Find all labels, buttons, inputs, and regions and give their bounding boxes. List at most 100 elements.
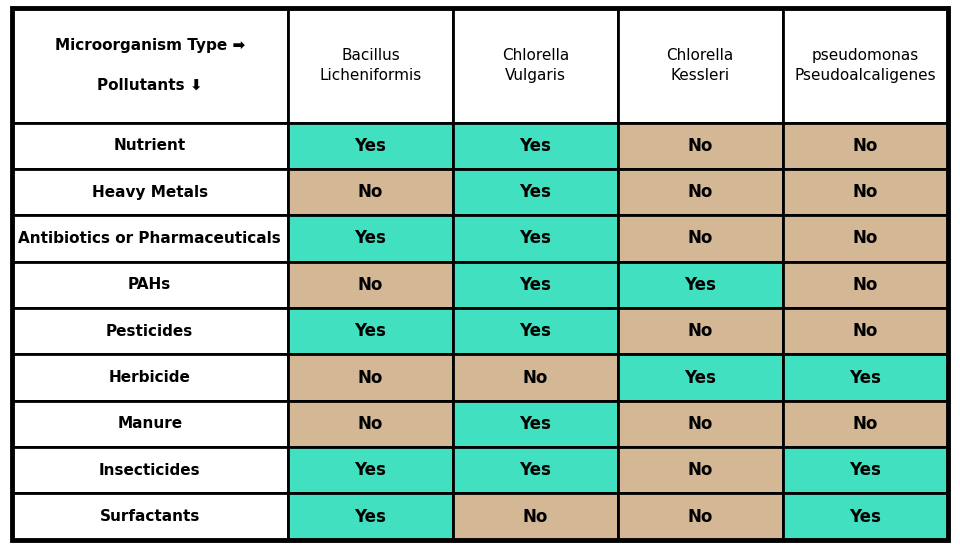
Bar bbox=[453, 401, 617, 447]
Bar bbox=[617, 8, 782, 123]
Text: Yes: Yes bbox=[850, 507, 881, 526]
Text: No: No bbox=[687, 136, 713, 155]
Text: Yes: Yes bbox=[519, 136, 551, 155]
Bar bbox=[782, 308, 948, 355]
Text: No: No bbox=[852, 183, 878, 201]
Bar bbox=[453, 169, 617, 215]
Text: No: No bbox=[522, 507, 548, 526]
Text: Yes: Yes bbox=[354, 461, 386, 480]
Text: Antibiotics or Pharmaceuticals: Antibiotics or Pharmaceuticals bbox=[18, 231, 281, 246]
Bar bbox=[288, 123, 453, 169]
Bar bbox=[782, 261, 948, 308]
Text: No: No bbox=[358, 368, 383, 386]
Bar bbox=[453, 308, 617, 355]
Text: No: No bbox=[687, 461, 713, 480]
Bar bbox=[453, 355, 617, 401]
Bar bbox=[288, 355, 453, 401]
Text: Herbicide: Herbicide bbox=[108, 370, 191, 385]
Bar bbox=[617, 308, 782, 355]
Text: No: No bbox=[358, 276, 383, 294]
Bar bbox=[12, 261, 288, 308]
Text: Yes: Yes bbox=[519, 322, 551, 340]
Bar bbox=[782, 447, 948, 493]
Bar bbox=[288, 493, 453, 540]
Text: Pesticides: Pesticides bbox=[107, 324, 193, 339]
Bar bbox=[288, 308, 453, 355]
Bar bbox=[453, 123, 617, 169]
Text: Yes: Yes bbox=[850, 368, 881, 386]
Bar bbox=[782, 8, 948, 123]
Text: Surfactants: Surfactants bbox=[100, 509, 200, 524]
Text: pseudomonas
Pseudoalcaligenes: pseudomonas Pseudoalcaligenes bbox=[795, 48, 936, 83]
Text: Yes: Yes bbox=[354, 322, 386, 340]
Bar bbox=[288, 215, 453, 261]
Bar bbox=[617, 123, 782, 169]
Bar bbox=[782, 169, 948, 215]
Bar bbox=[12, 169, 288, 215]
Bar bbox=[617, 215, 782, 261]
Text: No: No bbox=[852, 415, 878, 433]
Text: No: No bbox=[358, 415, 383, 433]
Text: Manure: Manure bbox=[117, 416, 182, 431]
Bar bbox=[12, 215, 288, 261]
Bar bbox=[782, 401, 948, 447]
Text: No: No bbox=[687, 230, 713, 247]
Text: Insecticides: Insecticides bbox=[99, 463, 201, 478]
Text: No: No bbox=[522, 368, 548, 386]
Bar bbox=[453, 261, 617, 308]
Text: Yes: Yes bbox=[519, 230, 551, 247]
Bar bbox=[782, 355, 948, 401]
Text: Yes: Yes bbox=[519, 183, 551, 201]
Text: Yes: Yes bbox=[519, 461, 551, 480]
Text: Yes: Yes bbox=[850, 461, 881, 480]
Text: No: No bbox=[852, 136, 878, 155]
Bar bbox=[617, 169, 782, 215]
Text: Bacillus
Licheniformis: Bacillus Licheniformis bbox=[320, 48, 421, 83]
Text: Microorganism Type ➡

Pollutants ⬇: Microorganism Type ➡ Pollutants ⬇ bbox=[55, 38, 245, 93]
Text: No: No bbox=[687, 183, 713, 201]
Bar bbox=[453, 493, 617, 540]
Bar bbox=[453, 8, 617, 123]
Text: No: No bbox=[852, 276, 878, 294]
Text: Chlorella
Vulgaris: Chlorella Vulgaris bbox=[502, 48, 569, 83]
Bar bbox=[288, 261, 453, 308]
Bar bbox=[453, 215, 617, 261]
Bar bbox=[782, 123, 948, 169]
Text: Yes: Yes bbox=[684, 368, 716, 386]
Bar bbox=[617, 493, 782, 540]
Text: No: No bbox=[358, 183, 383, 201]
Bar bbox=[617, 355, 782, 401]
Bar bbox=[453, 447, 617, 493]
Text: Yes: Yes bbox=[684, 276, 716, 294]
Text: Yes: Yes bbox=[354, 136, 386, 155]
Text: Heavy Metals: Heavy Metals bbox=[91, 185, 207, 199]
Bar bbox=[782, 215, 948, 261]
Bar bbox=[12, 493, 288, 540]
Bar bbox=[617, 447, 782, 493]
Bar bbox=[12, 8, 288, 123]
Bar bbox=[617, 401, 782, 447]
Bar bbox=[288, 401, 453, 447]
Bar bbox=[12, 123, 288, 169]
Text: No: No bbox=[687, 415, 713, 433]
Text: PAHs: PAHs bbox=[128, 277, 171, 292]
Text: No: No bbox=[687, 322, 713, 340]
Text: Yes: Yes bbox=[354, 230, 386, 247]
Bar bbox=[12, 308, 288, 355]
Text: Chlorella
Kessleri: Chlorella Kessleri bbox=[666, 48, 733, 83]
Bar bbox=[12, 355, 288, 401]
Text: Yes: Yes bbox=[519, 276, 551, 294]
Bar bbox=[288, 8, 453, 123]
Bar bbox=[12, 401, 288, 447]
Bar bbox=[782, 493, 948, 540]
Text: Nutrient: Nutrient bbox=[113, 138, 186, 153]
Text: Yes: Yes bbox=[519, 415, 551, 433]
Text: No: No bbox=[687, 507, 713, 526]
Bar bbox=[288, 169, 453, 215]
Text: No: No bbox=[852, 322, 878, 340]
Bar bbox=[288, 447, 453, 493]
Bar bbox=[617, 261, 782, 308]
Text: No: No bbox=[852, 230, 878, 247]
Text: Yes: Yes bbox=[354, 507, 386, 526]
Bar bbox=[12, 447, 288, 493]
